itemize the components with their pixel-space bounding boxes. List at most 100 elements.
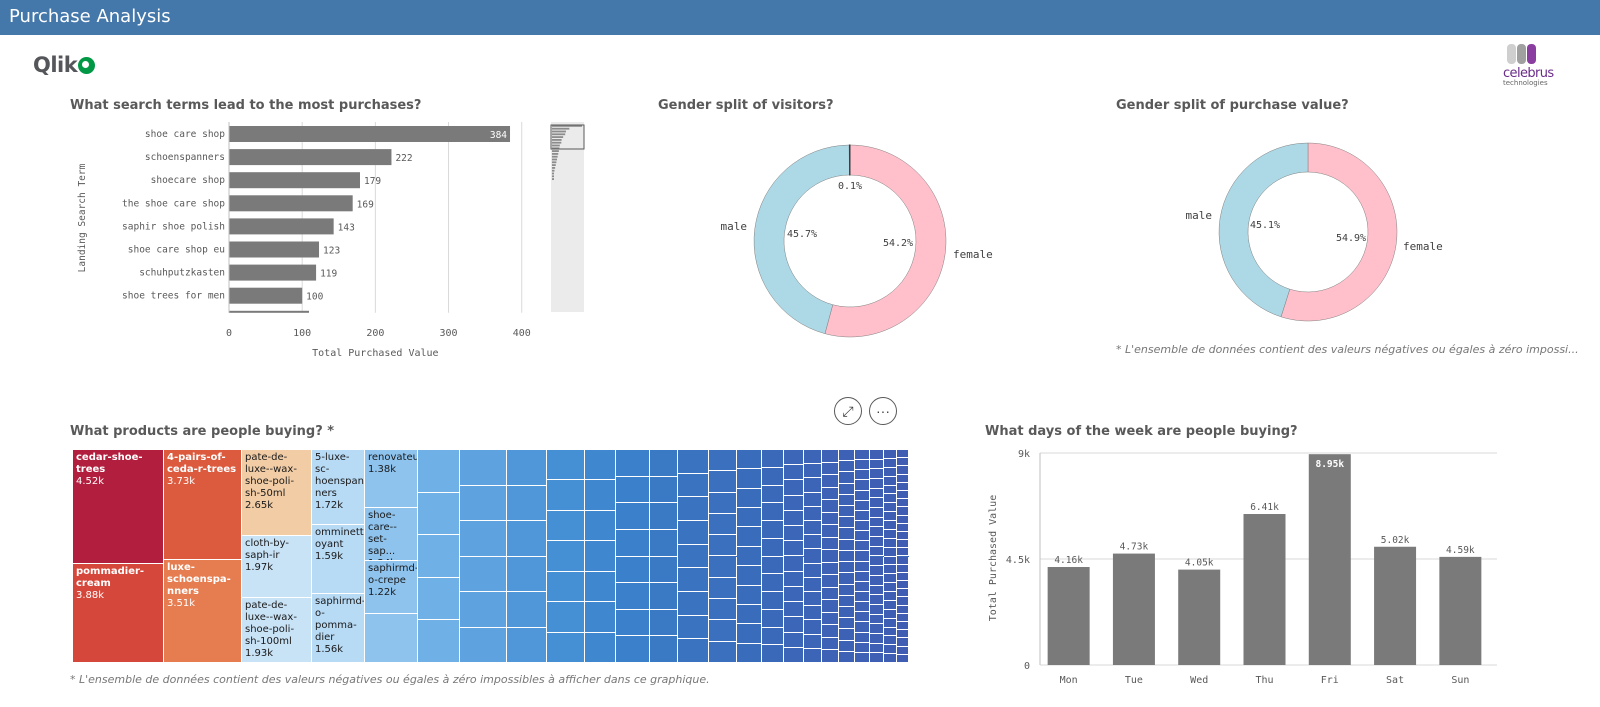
- treemap-tile[interactable]: [884, 654, 897, 663]
- treemap-tile[interactable]: [870, 575, 884, 586]
- treemap-tile[interactable]: cedar-shoe-trees 4.52k: [73, 450, 164, 564]
- treemap-tile[interactable]: [884, 494, 897, 504]
- treemap-tile[interactable]: [418, 577, 460, 621]
- treemap-tile[interactable]: [762, 503, 784, 521]
- treemap-tile[interactable]: [855, 622, 870, 633]
- treemap-tile[interactable]: [822, 487, 839, 501]
- treemap-tile[interactable]: [855, 612, 870, 623]
- treemap-tile[interactable]: [870, 566, 884, 576]
- treemap-tile[interactable]: omminett-oyant 1.59k: [312, 525, 365, 594]
- treemap-tile[interactable]: [855, 581, 870, 592]
- treemap-tile[interactable]: [784, 480, 804, 496]
- treemap-tile[interactable]: [709, 450, 737, 472]
- treemap-tile[interactable]: [762, 645, 784, 663]
- treemap-tile[interactable]: [804, 620, 822, 635]
- treemap-tile[interactable]: [884, 556, 897, 566]
- treemap-tile[interactable]: [855, 561, 870, 572]
- treemap-tile[interactable]: [709, 535, 737, 557]
- treemap-tile[interactable]: [884, 645, 897, 655]
- treemap-tile[interactable]: [784, 571, 804, 587]
- treemap-tile[interactable]: [678, 615, 709, 640]
- treemap-tile[interactable]: [897, 515, 909, 524]
- treemap-tile[interactable]: [822, 537, 839, 551]
- treemap-tile[interactable]: [784, 586, 804, 603]
- treemap-tile[interactable]: [839, 573, 855, 585]
- treemap-tile[interactable]: [884, 450, 897, 459]
- treemap-tile[interactable]: [762, 485, 784, 504]
- treemap-tile[interactable]: [897, 548, 909, 557]
- treemap-tile[interactable]: [870, 469, 884, 480]
- treemap-tile[interactable]: [585, 571, 616, 603]
- treemap-tile[interactable]: luxe-schoenspa-nners 3.51k: [164, 560, 242, 663]
- treemap-tile[interactable]: [709, 492, 737, 514]
- treemap-tile[interactable]: [460, 521, 507, 557]
- treemap-tile[interactable]: [822, 500, 839, 513]
- treemap-tile[interactable]: [784, 510, 804, 527]
- treemap-tile[interactable]: [897, 490, 909, 500]
- treemap-tile[interactable]: [897, 474, 909, 483]
- treemap-tile[interactable]: [884, 512, 897, 521]
- treemap-tile[interactable]: [870, 624, 884, 634]
- treemap-tile[interactable]: [839, 539, 855, 551]
- treemap-tile[interactable]: [650, 450, 678, 477]
- treemap-tile[interactable]: [870, 546, 884, 557]
- treemap-tile[interactable]: [784, 556, 804, 572]
- treemap-tile[interactable]: [839, 606, 855, 619]
- treemap-tile[interactable]: [855, 592, 870, 603]
- treemap-tile[interactable]: [855, 551, 870, 562]
- treemap-tile[interactable]: [650, 529, 678, 557]
- treemap-tile[interactable]: [804, 634, 822, 649]
- treemap-tile[interactable]: [762, 609, 784, 628]
- treemap-tile[interactable]: [678, 639, 709, 663]
- treemap-tile[interactable]: [839, 618, 855, 630]
- treemap-tile[interactable]: [709, 556, 737, 578]
- treemap-tile[interactable]: [784, 541, 804, 557]
- treemap-tile[interactable]: [784, 450, 804, 466]
- treemap-tile[interactable]: [897, 589, 909, 598]
- treemap-tile[interactable]: [855, 510, 870, 521]
- treemap-tile[interactable]: [737, 643, 762, 663]
- treemap-tile[interactable]: [839, 651, 855, 663]
- treemap-tile[interactable]: [897, 531, 909, 541]
- treemap-tile[interactable]: [870, 498, 884, 509]
- treemap-tile[interactable]: [870, 633, 884, 644]
- treemap-tile[interactable]: [650, 503, 678, 530]
- treemap-tile[interactable]: [709, 577, 737, 600]
- treemap-tile[interactable]: [762, 592, 784, 610]
- treemap-tile[interactable]: [897, 646, 909, 655]
- treemap-tile[interactable]: [855, 480, 870, 491]
- treemap-tile[interactable]: [678, 450, 709, 474]
- treemap-tile[interactable]: [822, 587, 839, 601]
- treemap-tile[interactable]: [897, 638, 909, 647]
- treemap-tile[interactable]: [855, 571, 870, 582]
- treemap-tile[interactable]: [678, 497, 709, 521]
- treemap-tile[interactable]: [855, 490, 870, 501]
- treemap-tile[interactable]: [822, 462, 839, 476]
- treemap-tile[interactable]: [897, 523, 909, 532]
- treemap-tile[interactable]: [585, 602, 616, 633]
- treemap-tile[interactable]: [784, 465, 804, 481]
- treemap-tile[interactable]: [839, 472, 855, 484]
- treemap-tile[interactable]: [460, 592, 507, 628]
- treemap-tile[interactable]: [855, 652, 870, 663]
- treemap-tile[interactable]: [884, 583, 897, 592]
- treemap-tile[interactable]: [709, 599, 737, 621]
- treemap-tile[interactable]: [616, 583, 650, 610]
- treemap-tile[interactable]: [762, 627, 784, 646]
- treemap-tile[interactable]: [784, 617, 804, 633]
- treemap-tile[interactable]: [897, 556, 909, 565]
- treemap-tile[interactable]: [822, 575, 839, 588]
- treemap-tile[interactable]: [870, 595, 884, 605]
- treemap-tile[interactable]: 5-luxe-sc-hoenspan-ners 1.72k: [312, 450, 365, 525]
- treemap-tile[interactable]: [616, 503, 650, 530]
- treemap-tile[interactable]: [870, 479, 884, 489]
- treemap-tile[interactable]: [804, 450, 822, 465]
- treemap-tile[interactable]: [804, 563, 822, 578]
- more-options-button[interactable]: ···: [869, 397, 897, 425]
- treemap-tile[interactable]: [737, 566, 762, 586]
- treemap-tile[interactable]: [884, 592, 897, 601]
- treemap-tile[interactable]: [585, 480, 616, 511]
- treemap-tile[interactable]: [897, 597, 909, 606]
- treemap-tile[interactable]: [678, 568, 709, 592]
- treemap-tile[interactable]: [884, 609, 897, 619]
